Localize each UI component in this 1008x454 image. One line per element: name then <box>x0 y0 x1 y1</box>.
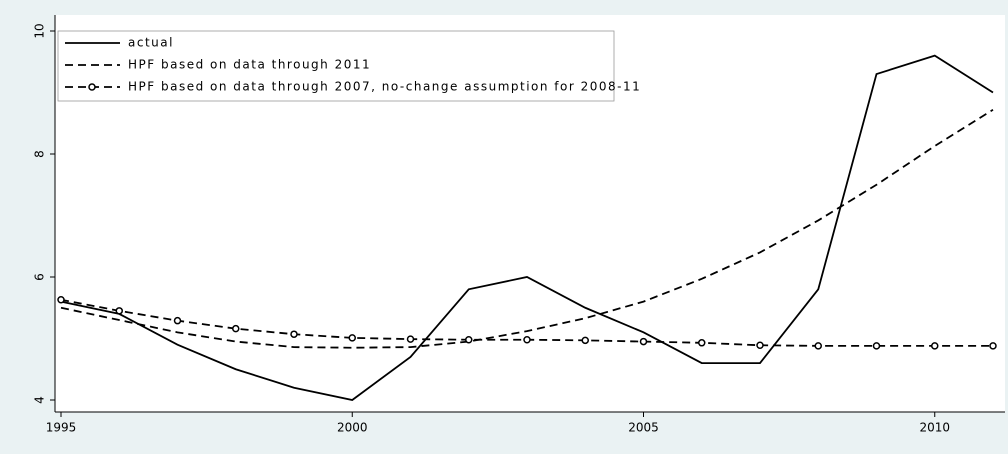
point-marker <box>523 335 531 344</box>
legend-label: HPF based on data through 2011 <box>128 58 371 72</box>
point-marker <box>698 339 706 347</box>
legend-label: HPF based on data through 2007, no-chang… <box>128 80 641 94</box>
x-tick-label: 2000 <box>337 421 368 435</box>
point-marker <box>115 307 123 315</box>
x-tick-label: 1995 <box>46 421 77 435</box>
point-marker <box>872 342 881 350</box>
y-tick-label: 6 <box>33 273 47 281</box>
point-marker <box>406 335 415 343</box>
point-marker <box>465 335 473 344</box>
series-line <box>60 108 994 349</box>
y-tick-label: 8 <box>33 150 47 158</box>
x-tick-label: 2010 <box>919 421 950 435</box>
y-tick-label: 4 <box>33 396 47 404</box>
point-marker <box>756 341 764 350</box>
legend-box <box>57 30 615 102</box>
series-line <box>60 54 994 401</box>
point-marker <box>931 342 939 350</box>
point-marker <box>57 296 65 304</box>
point-marker <box>989 342 997 350</box>
point-marker <box>232 324 240 333</box>
point-marker <box>348 334 356 342</box>
point-marker <box>290 330 298 338</box>
y-tick-label: 10 <box>33 23 47 38</box>
point-marker <box>173 316 182 325</box>
legend-label: actual <box>128 36 174 50</box>
legend-marker <box>88 83 96 91</box>
point-marker <box>639 337 648 346</box>
legend: actual HPF based on data through 2011 HPF … <box>57 30 641 102</box>
point-marker <box>814 342 822 350</box>
point-marker <box>581 336 589 345</box>
x-tick-label: 2005 <box>628 421 659 435</box>
